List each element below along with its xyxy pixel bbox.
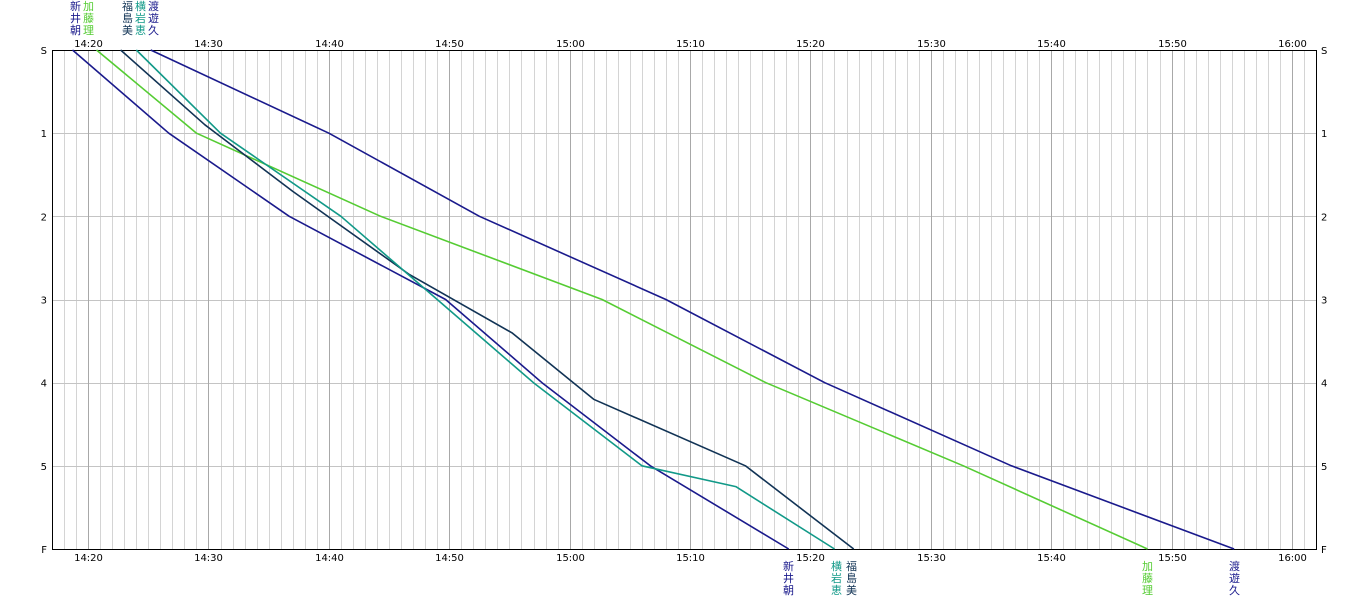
- y-tick-label-left: 5: [41, 462, 47, 473]
- name-char: 美: [122, 24, 133, 37]
- name-char: 美: [846, 584, 857, 597]
- y-tick-label-right: 1: [1321, 129, 1327, 140]
- name-char: 新: [783, 560, 794, 573]
- name-char: 横: [831, 560, 842, 573]
- x-tick-label-top: 14:30: [194, 39, 223, 50]
- name-char: 理: [1142, 584, 1153, 597]
- x-tick-label-top: 15:10: [676, 39, 705, 50]
- x-tick-label-top: 15:40: [1037, 39, 1066, 50]
- x-tick-label-top: 14:20: [74, 39, 103, 50]
- y-tick-label-left: F: [41, 545, 47, 556]
- name-char: 恵: [831, 584, 842, 597]
- minor-grid: [52, 50, 1317, 549]
- start-name-label: 渡遊久: [147, 1, 160, 37]
- y-tick-label-right: F: [1321, 545, 1327, 556]
- name-char: 横: [135, 0, 146, 13]
- series-line: [71, 49, 790, 550]
- name-char: 福: [846, 560, 857, 573]
- x-tick-label-bottom: 15:00: [556, 553, 585, 564]
- name-char: 久: [148, 24, 159, 37]
- name-char: 福: [122, 0, 133, 13]
- finish-name-label: 新井朝: [782, 561, 795, 597]
- x-tick-label-bottom: 14:20: [74, 553, 103, 564]
- x-tick-labels-top: 14:20 14:30 14:40 14:50 15:00 15:10 15:20 15:30…: [74, 39, 1307, 50]
- y-tick-label-right: S: [1321, 46, 1327, 57]
- name-char: 島: [122, 12, 133, 25]
- start-name-label: 新井朝: [69, 1, 82, 37]
- name-char: 藤: [83, 12, 94, 25]
- series-line: [135, 49, 835, 550]
- y-tick-label-right: 3: [1321, 296, 1327, 307]
- x-tick-label-top: 14:40: [315, 39, 344, 50]
- x-tick-label-top: 15:50: [1158, 39, 1187, 50]
- name-char: 井: [783, 572, 794, 585]
- name-char: 朝: [783, 584, 794, 597]
- name-char: 渡: [148, 0, 159, 13]
- x-tick-label-bottom: 16:00: [1278, 553, 1307, 564]
- y-tick-labels-left: S 1 2 3 4 5 F: [41, 46, 48, 556]
- x-tick-label-bottom: 15:10: [676, 553, 705, 564]
- name-char: 加: [83, 0, 94, 13]
- start-name-label: 横岩恵: [134, 1, 147, 37]
- name-char: 岩: [831, 572, 842, 585]
- name-char: 新: [70, 0, 81, 13]
- plot-frame: [52, 50, 1317, 550]
- name-char: 遊: [1229, 572, 1240, 585]
- name-char: 遊: [148, 12, 159, 25]
- y-tick-label-right: 4: [1321, 379, 1327, 390]
- name-char: 加: [1142, 560, 1153, 573]
- x-tick-label-bottom: 15:20: [796, 553, 825, 564]
- y-tick-label-right: 2: [1321, 212, 1327, 223]
- y-tick-labels-right: S 1 2 3 4 5 F: [1321, 46, 1327, 556]
- x-tick-label-top: 15:30: [917, 39, 946, 50]
- name-char: 岩: [135, 12, 146, 25]
- name-char: 理: [83, 24, 94, 37]
- y-tick-label-left: 4: [41, 379, 47, 390]
- name-char: 島: [846, 572, 857, 585]
- x-tick-label-bottom: 15:30: [917, 553, 946, 564]
- start-name-label: 福島美: [121, 1, 134, 37]
- x-tick-label-top: 15:00: [556, 39, 585, 50]
- series-lines: [71, 49, 1235, 550]
- x-tick-label-bottom: 15:40: [1037, 553, 1066, 564]
- y-tick-label-right: 5: [1321, 462, 1327, 473]
- finish-name-label: 福島美: [845, 561, 858, 597]
- series-line: [150, 49, 1235, 550]
- series-line: [120, 49, 855, 550]
- finish-name-label: 渡遊久: [1228, 561, 1241, 597]
- y-tick-label-left: 1: [41, 129, 47, 140]
- y-tick-label-left: 2: [41, 212, 47, 223]
- x-tick-label-top: 14:50: [435, 39, 464, 50]
- finish-name-label: 加藤理: [1141, 561, 1154, 597]
- y-tick-label-left: 3: [41, 296, 47, 307]
- x-tick-label-bottom: 15:50: [1158, 553, 1187, 564]
- x-tick-label-bottom: 14:40: [315, 553, 344, 564]
- name-char: 井: [70, 12, 81, 25]
- series-line: [95, 49, 1148, 550]
- name-char: 渡: [1229, 560, 1240, 573]
- x-tick-label-top: 16:00: [1278, 39, 1307, 50]
- name-char: 恵: [135, 24, 146, 37]
- start-name-label: 加藤理: [82, 1, 95, 37]
- finish-name-label: 横岩恵: [830, 561, 843, 597]
- name-char: 藤: [1142, 572, 1153, 585]
- x-tick-label-bottom: 14:30: [194, 553, 223, 564]
- name-char: 朝: [70, 24, 81, 37]
- x-tick-label-bottom: 14:50: [435, 553, 464, 564]
- name-char: 久: [1229, 584, 1240, 597]
- x-tick-label-top: 15:20: [796, 39, 825, 50]
- y-tick-label-left: S: [41, 46, 47, 57]
- x-tick-labels-bottom: 14:20 14:30 14:40 14:50 15:00 15:10 15:20 15:30…: [74, 553, 1307, 564]
